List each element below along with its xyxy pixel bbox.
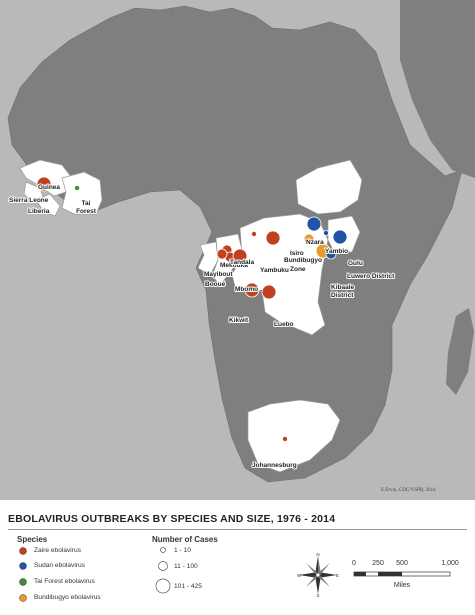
label-mayibout: Mayibout xyxy=(204,271,233,278)
map-title: EBOLAVIRUS OUTBREAKS BY SPECIES AND SIZE… xyxy=(8,513,336,525)
label-kikwit: Kikwit xyxy=(229,317,249,324)
label-guinea: Guinea xyxy=(38,184,60,191)
species-legend-heading: Species xyxy=(17,535,48,544)
label-tai-forest: Tai Forest xyxy=(76,200,97,215)
outbreak-marker-kikwit xyxy=(244,282,260,298)
outbreak-marker-kibaale-district xyxy=(325,248,337,260)
scale-unit: Miles xyxy=(393,582,411,589)
africa-map: Guinea Sierra Leone Liberia Tai Forest Me… xyxy=(0,0,475,500)
label-bundibugyo: Bundibugyo xyxy=(284,257,322,264)
country-liberia xyxy=(35,193,61,217)
madagascar-island xyxy=(446,308,474,395)
outbreak-marker-luebo xyxy=(261,284,277,300)
outbreak-marker-tai-forest xyxy=(74,184,81,191)
compass-rose-icon: N S W E xyxy=(297,553,339,597)
label-nzara: Nzara xyxy=(306,239,324,246)
label-luebo: Luebo xyxy=(274,321,294,328)
size-circle-small xyxy=(160,547,166,553)
country-south-africa xyxy=(247,399,341,473)
label-luwero-district: Luwero District xyxy=(347,273,395,280)
legend-panel xyxy=(0,500,475,615)
label-johannesburg: Johannesburg xyxy=(252,462,297,469)
outbreak-marker-mbomo xyxy=(232,248,248,264)
label-gulu: Gulu xyxy=(348,260,363,267)
legend-label-cases-small: 1 - 10 xyxy=(174,547,191,554)
swatch-zaire xyxy=(19,547,27,555)
compass-n: N xyxy=(316,553,319,557)
map-credit: E.Ervin, CDC/VSPB, 2014 xyxy=(381,488,436,493)
outbreak-markers xyxy=(36,176,348,442)
swatch-tai-forest xyxy=(19,578,27,586)
label-mbomo: Mbomo xyxy=(235,286,258,293)
outbreak-marker-yambio xyxy=(322,229,329,236)
legend-label-sudan: Sudan ebolavirus xyxy=(34,562,85,569)
label-tandala: Tandala xyxy=(230,259,254,266)
scale-tick-500: 500 xyxy=(396,560,408,567)
arabian-peninsula xyxy=(400,0,475,178)
affected-countries xyxy=(19,159,363,473)
outbreak-marker-gulu xyxy=(332,229,348,245)
size-circle-large xyxy=(155,578,171,594)
title-divider xyxy=(8,529,467,530)
outbreak-marker-nzara xyxy=(306,216,322,232)
label-booue: Booué xyxy=(205,281,226,288)
country-gabon xyxy=(197,241,219,276)
cases-legend-heading: Number of Cases xyxy=(152,535,218,544)
species-legend-swatches xyxy=(19,547,27,602)
outbreak-marker-luwero-district xyxy=(335,247,342,254)
legend-label-cases-medium: 11 - 100 xyxy=(174,563,198,570)
label-yambio: Yambio xyxy=(325,248,348,255)
label-kibaale-district: Kibaale District xyxy=(331,284,355,299)
outbreak-marker-johannesburg xyxy=(281,435,288,442)
swatch-bundibugyo xyxy=(19,594,27,602)
place-labels: Guinea Sierra Leone Liberia Tai Forest Me… xyxy=(8,183,396,470)
label-mekouka: Mekouka xyxy=(220,262,248,269)
cases-legend-circles xyxy=(155,547,171,594)
label-isiro-health-zone: Isiro Health Zone xyxy=(290,250,310,273)
scale-tick-0: 0 xyxy=(352,560,356,567)
outbreak-marker-yambuku xyxy=(265,230,281,246)
scale-bar xyxy=(353,571,451,577)
swatch-sudan xyxy=(19,562,27,570)
scale-tick-250: 250 xyxy=(372,560,384,567)
label-yambuku: Yambuku xyxy=(260,267,289,274)
outbreak-marker-isiro-health-zone xyxy=(303,233,315,245)
label-liberia: Liberia xyxy=(28,208,50,215)
compass-s: S xyxy=(316,593,319,597)
label-sierra-leone: Sierra Leone xyxy=(9,197,49,204)
legend-label-tai-forest: Tai Forest ebolavirus xyxy=(34,578,95,585)
compass-e: E xyxy=(336,573,339,578)
legend-label-bundibugyo: Bundibugyo ebolavirus xyxy=(34,594,101,601)
compass-w: W xyxy=(297,573,302,578)
country-cote-divoire xyxy=(61,171,103,215)
outbreak-marker-tandala xyxy=(250,230,257,237)
outbreak-marker-boou xyxy=(216,248,228,260)
country-south-sudan xyxy=(295,159,363,215)
outbreak-marker-guinea-sierra-leone-liberia xyxy=(36,176,52,192)
scale-tick-1000: 1,000 xyxy=(441,560,459,567)
size-circle-medium xyxy=(158,561,168,571)
legend-label-zaire: Zaire ebolavirus xyxy=(34,547,81,554)
legend-label-cases-large: 101 - 425 xyxy=(174,583,202,590)
